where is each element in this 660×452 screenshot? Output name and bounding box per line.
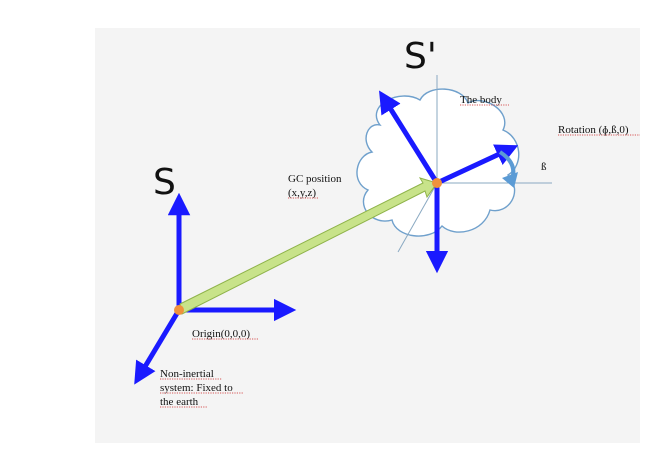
frame-s-prime-title: S' [404,36,437,77]
gc-position-label-line2: (x,y,z) [288,187,316,199]
body-axis-right [435,144,519,186]
diagonal-reference-line [397,182,438,253]
origin-label: Origin(0,0,0) [192,328,250,340]
body-frame: S' [379,36,552,274]
origin-point [174,305,184,315]
frame-description-line1: Non-inertial [160,368,214,380]
inertial-frame: S [134,162,297,385]
body-axis-upper-left [379,90,440,185]
gc-position-label-line1: GC position [288,173,342,185]
background-panel [95,28,640,443]
beta-label: ß [541,161,547,173]
body-center-point [432,178,442,188]
frame-description-line2: system: Fixed to [160,382,233,394]
gc-position-vector [179,177,438,315]
rotation-arrowhead [502,172,518,188]
rotation-label: Rotation (ɸ,ß,0) [558,124,629,136]
s-axis-down-left [134,308,182,385]
frame-description-line3: the earth [160,396,199,408]
frame-s-title: S [153,162,176,203]
body-label: The body [460,94,502,106]
